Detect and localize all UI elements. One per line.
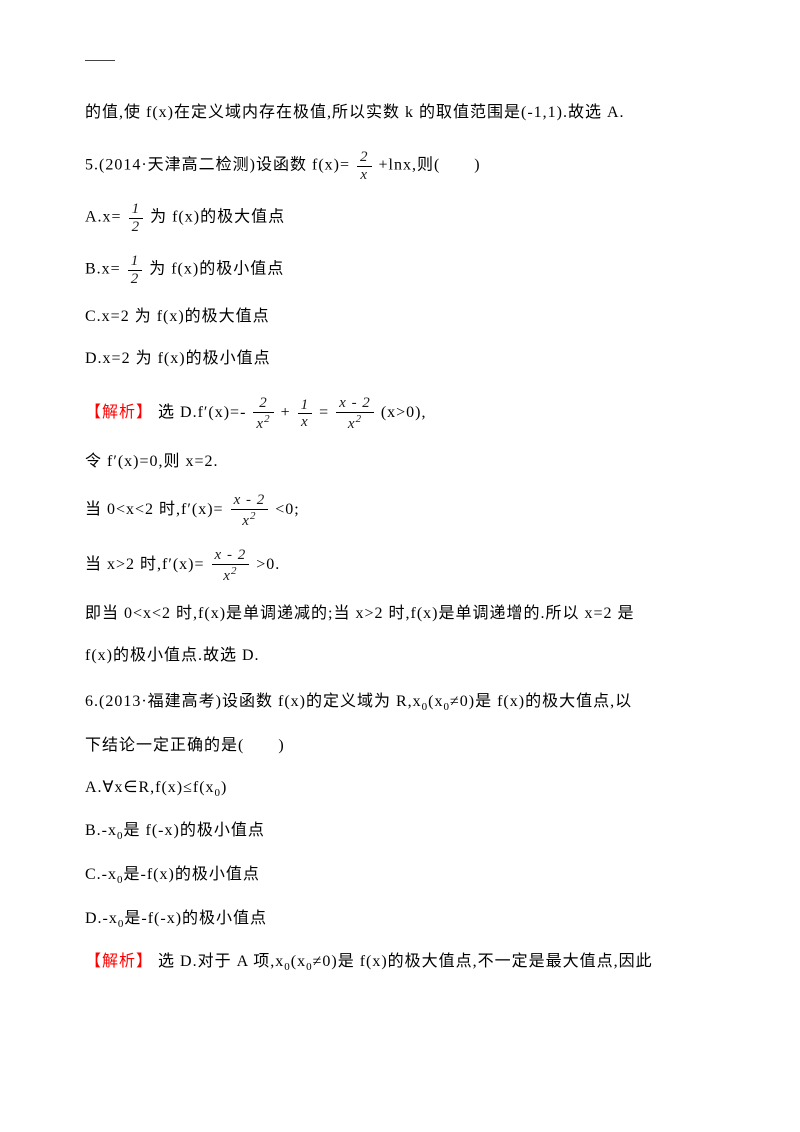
solution-label: 【解析】 bbox=[85, 953, 153, 970]
q6-stem-2: 下结论一定正确的是( ) bbox=[85, 734, 715, 758]
q5-sol-3: 当 0<x<2 时,f′(x)= x - 2 x2 <0; bbox=[85, 492, 715, 529]
q6-optA: A.∀x∈R,f(x)≤f(x0) bbox=[85, 776, 715, 802]
prev-answer-tail: 的值,使 f(x)在定义域内存在极值,所以实数 k 的取值范围是(-1,1).故… bbox=[85, 101, 715, 125]
top-rule bbox=[85, 60, 115, 61]
q5-sol3-frac: x - 2 x2 bbox=[231, 492, 269, 529]
q5-optC: C.x=2 为 f(x)的极大值点 bbox=[85, 305, 715, 329]
q5-optB-frac: 1 2 bbox=[128, 253, 143, 287]
q6-sol: 【解析】 选 D.对于 A 项,x0(x0≠0)是 f(x)的极大值点,不一定是… bbox=[85, 950, 715, 976]
q5-sol-2: 令 f′(x)=0,则 x=2. bbox=[85, 450, 715, 474]
q6-stem-1: 6.(2013·福建高考)设函数 f(x)的定义域为 R,x0(x0≠0)是 f… bbox=[85, 690, 715, 716]
q5-stem: 5.(2014·天津高二检测)设函数 f(x)= 2 x +lnx,则( ) bbox=[85, 149, 715, 183]
q5-optA: A.x= 1 2 为 f(x)的极大值点 bbox=[85, 201, 715, 235]
q5-sol-frac3: x - 2 x2 bbox=[336, 395, 374, 432]
q5-sol-6: f(x)的极小值点.故选 D. bbox=[85, 644, 715, 668]
q6-optC: C.-x0是-f(x)的极小值点 bbox=[85, 863, 715, 889]
q5-sol-4: 当 x>2 时,f′(x)= x - 2 x2 >0. bbox=[85, 547, 715, 584]
q5-sol-frac2: 1 x bbox=[298, 397, 313, 431]
q5-sol-frac1: 2 x2 bbox=[253, 395, 273, 432]
solution-label: 【解析】 bbox=[85, 404, 153, 421]
document-page: 的值,使 f(x)在定义域内存在极值,所以实数 k 的取值范围是(-1,1).故… bbox=[0, 0, 800, 1132]
q5-frac: 2 x bbox=[357, 149, 372, 183]
q5-stem-prefix: 5.(2014·天津高二检测)设函数 f(x)= bbox=[85, 157, 350, 174]
q6-optB: B.-x0是 f(-x)的极小值点 bbox=[85, 819, 715, 845]
q5-sol4-frac: x - 2 x2 bbox=[212, 547, 250, 584]
q6-optD: D.-x0是-f(-x)的极小值点 bbox=[85, 907, 715, 933]
q5-optB: B.x= 1 2 为 f(x)的极小值点 bbox=[85, 253, 715, 287]
q5-sol-5: 即当 0<x<2 时,f(x)是单调递减的;当 x>2 时,f(x)是单调递增的… bbox=[85, 602, 715, 626]
q5-optD: D.x=2 为 f(x)的极小值点 bbox=[85, 347, 715, 371]
q5-sol-1: 【解析】 选 D.f′(x)=- 2 x2 + 1 x = x - 2 x2 (… bbox=[85, 395, 715, 432]
q5-stem-suffix: +lnx,则( ) bbox=[379, 157, 481, 174]
q5-optA-frac: 1 2 bbox=[129, 201, 144, 235]
